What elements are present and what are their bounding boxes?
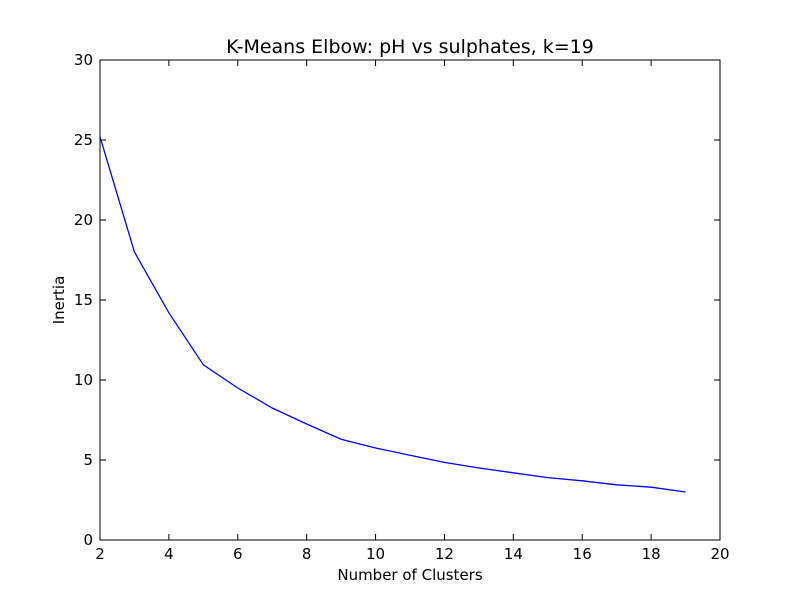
y-tick-label: 15 xyxy=(74,291,93,309)
y-tick-label: 25 xyxy=(74,131,93,149)
y-tick-label: 10 xyxy=(74,371,93,389)
y-tick-label: 30 xyxy=(74,51,93,69)
x-tick-label: 18 xyxy=(642,545,661,563)
y-tick-label: 0 xyxy=(83,531,93,549)
plot-area: 2 4 6 8 10 12 14 16 18 20 0 5 10 15 20 25 30 xyxy=(74,51,730,563)
y-tick-label: 20 xyxy=(74,211,93,229)
chart-title: K-Means Elbow: pH vs sulphates, k=19 xyxy=(226,36,594,58)
x-tick-label: 20 xyxy=(710,545,729,563)
x-axis-title: Number of Clusters xyxy=(337,566,482,584)
x-tick-label: 4 xyxy=(164,545,174,563)
x-tick-label: 12 xyxy=(435,545,454,563)
x-tick-label: 6 xyxy=(233,545,243,563)
x-tick-label: 10 xyxy=(366,545,385,563)
x-tick-label: 8 xyxy=(302,545,312,563)
x-tick-label: 2 xyxy=(95,545,105,563)
x-tick-label: 14 xyxy=(504,545,523,563)
inertia-line xyxy=(99,136,686,493)
x-tick-label: 16 xyxy=(573,545,592,563)
y-tick-label: 5 xyxy=(83,451,93,469)
y-axis-title: Inertia xyxy=(50,276,68,325)
plot-frame xyxy=(99,59,721,541)
